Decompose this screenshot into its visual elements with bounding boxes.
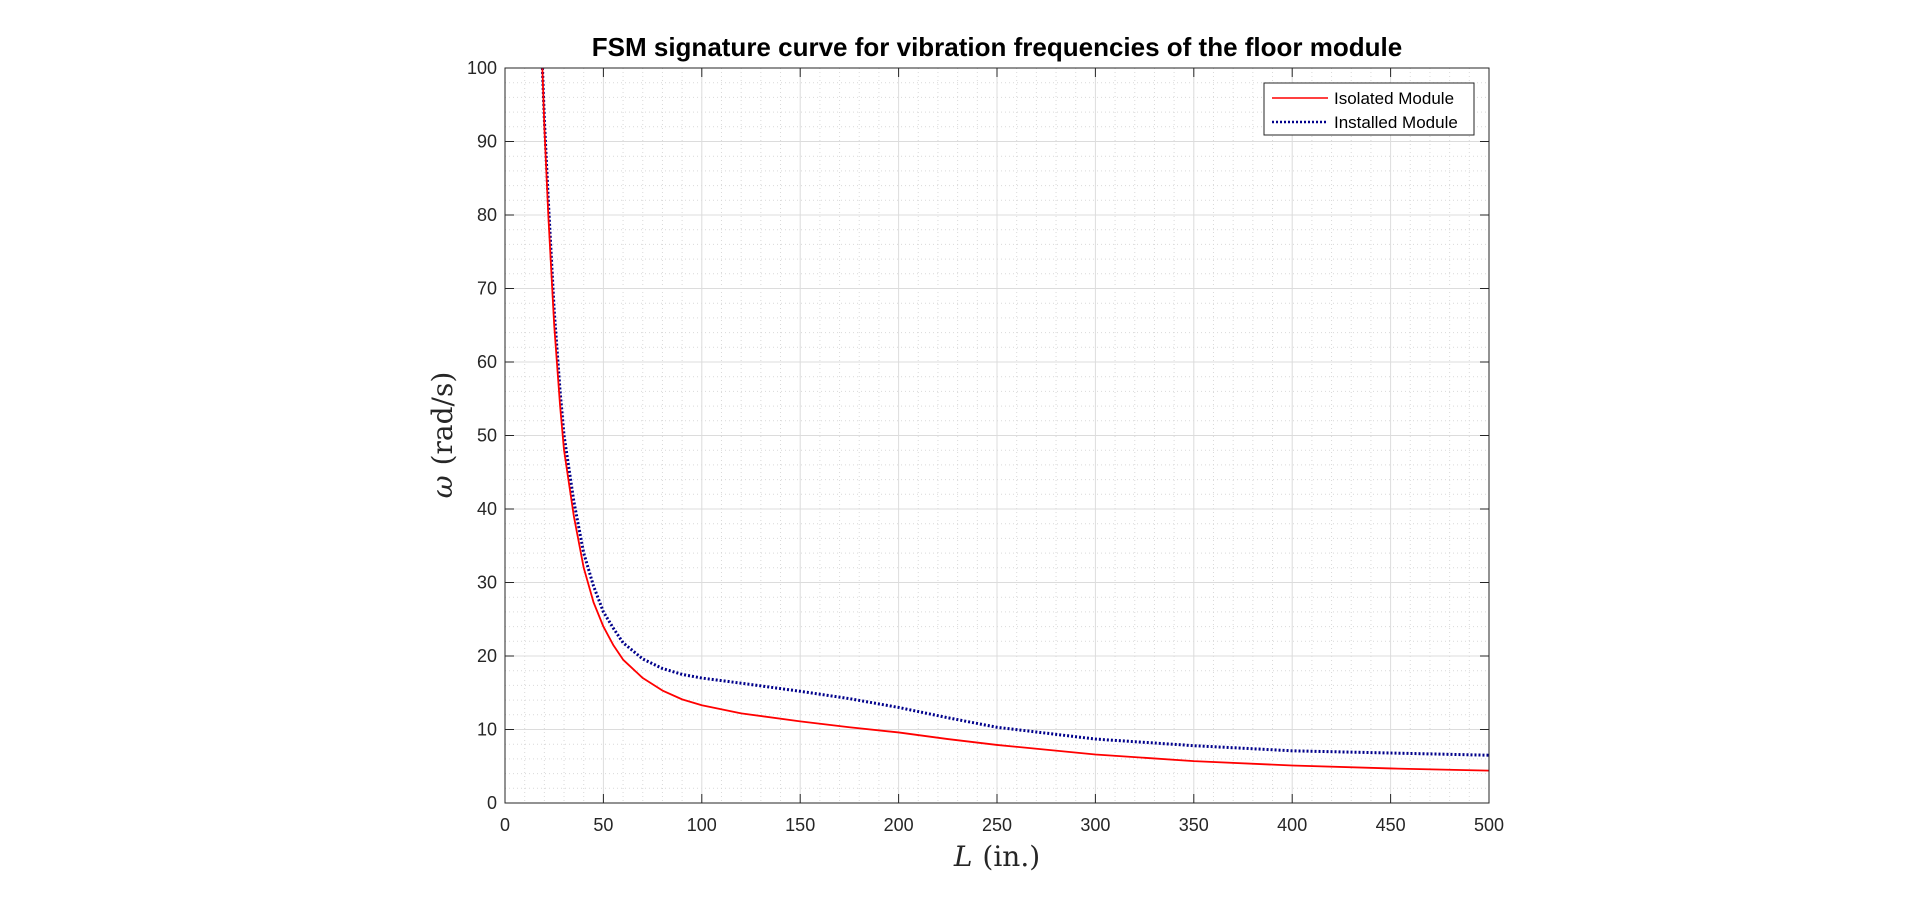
y-axis-label: ω (rad/s) (426, 372, 459, 499)
y-tick-label: 10 (477, 720, 497, 740)
x-tick-label: 300 (1080, 815, 1110, 835)
x-tick-label: 50 (593, 815, 613, 835)
y-tick-label: 70 (477, 279, 497, 299)
legend-label-isolated: Isolated Module (1334, 89, 1454, 108)
y-tick-label: 0 (487, 793, 497, 813)
y-axis-unit: (rad/s) (426, 372, 459, 466)
x-tick-label: 450 (1376, 815, 1406, 835)
series-line-isolated-module (541, 68, 1489, 772)
x-tick-label: 400 (1277, 815, 1307, 835)
y-tick-label: 80 (477, 205, 497, 225)
y-axis-symbol: ω (426, 475, 459, 498)
chart-title: FSM signature curve for vibration freque… (592, 32, 1402, 62)
x-tick-label: 200 (884, 815, 914, 835)
y-tick-label: 40 (477, 499, 497, 519)
x-tick-label: 350 (1179, 815, 1209, 835)
tick-labels: 0 50 100 150 200 250 300 350 400 450 500 0 10 20 30 40 5… (467, 58, 1504, 835)
legend-label-installed: Installed Module (1334, 113, 1458, 132)
y-tick-label: 50 (477, 426, 497, 446)
y-tick-label: 90 (477, 132, 497, 152)
x-tick-label: 0 (500, 815, 510, 835)
x-tick-label: 100 (687, 815, 717, 835)
legend-box (1263, 82, 1475, 136)
y-tick-label: 60 (477, 352, 497, 372)
y-tick-label: 100 (467, 58, 497, 78)
x-axis-unit: (in.) (982, 840, 1040, 873)
y-tick-label: 20 (477, 646, 497, 666)
series-line-installed-module (540, 68, 1489, 757)
legend: Isolated Module Installed Module (1263, 82, 1475, 136)
x-axis-label: L (in.) (953, 840, 1040, 873)
x-tick-label: 250 (982, 815, 1012, 835)
series-layer (540, 68, 1489, 772)
ticks (504, 67, 1490, 804)
x-tick-label: 500 (1474, 815, 1504, 835)
x-axis-symbol: L (953, 840, 973, 873)
y-tick-label: 30 (477, 573, 497, 593)
x-tick-label: 150 (785, 815, 815, 835)
